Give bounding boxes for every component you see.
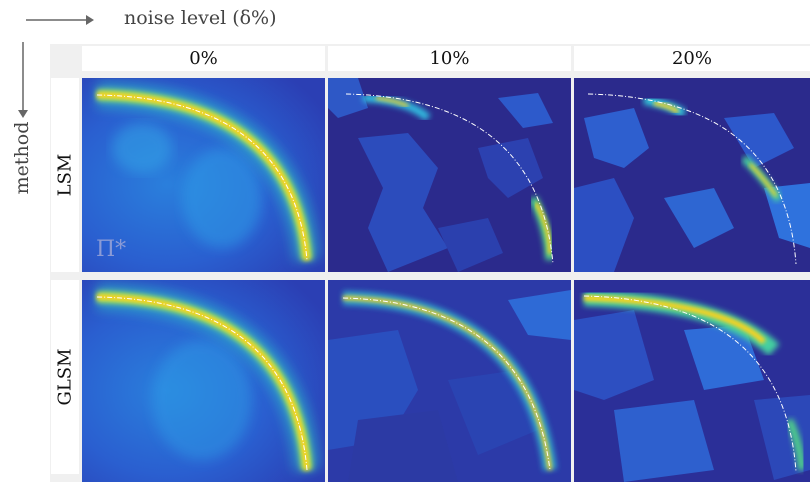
panel-glsm-0 bbox=[82, 280, 325, 482]
column-header-10: 10% bbox=[328, 46, 571, 71]
method-axis: method bbox=[0, 40, 40, 194]
column-header-0: 0% bbox=[82, 46, 325, 71]
pi-star-label: Π* bbox=[96, 237, 127, 262]
panel-glsm-10 bbox=[328, 280, 571, 482]
panel-lsm-10 bbox=[328, 78, 571, 272]
method-axis-label: method bbox=[11, 121, 33, 195]
noise-axis-label: noise level (δ%) bbox=[124, 7, 277, 29]
panel-lsm-20 bbox=[574, 78, 810, 272]
panel-glsm-20 bbox=[574, 280, 810, 482]
down-arrow-icon bbox=[18, 42, 28, 118]
right-arrow-icon bbox=[26, 15, 94, 25]
panel-lsm-0: Π* bbox=[82, 78, 325, 272]
column-header-20: 20% bbox=[574, 46, 810, 71]
noise-axis: noise level (δ%) bbox=[24, 6, 344, 32]
row-label-glsm: GLSM bbox=[51, 280, 79, 474]
row-label-lsm: LSM bbox=[51, 78, 79, 272]
